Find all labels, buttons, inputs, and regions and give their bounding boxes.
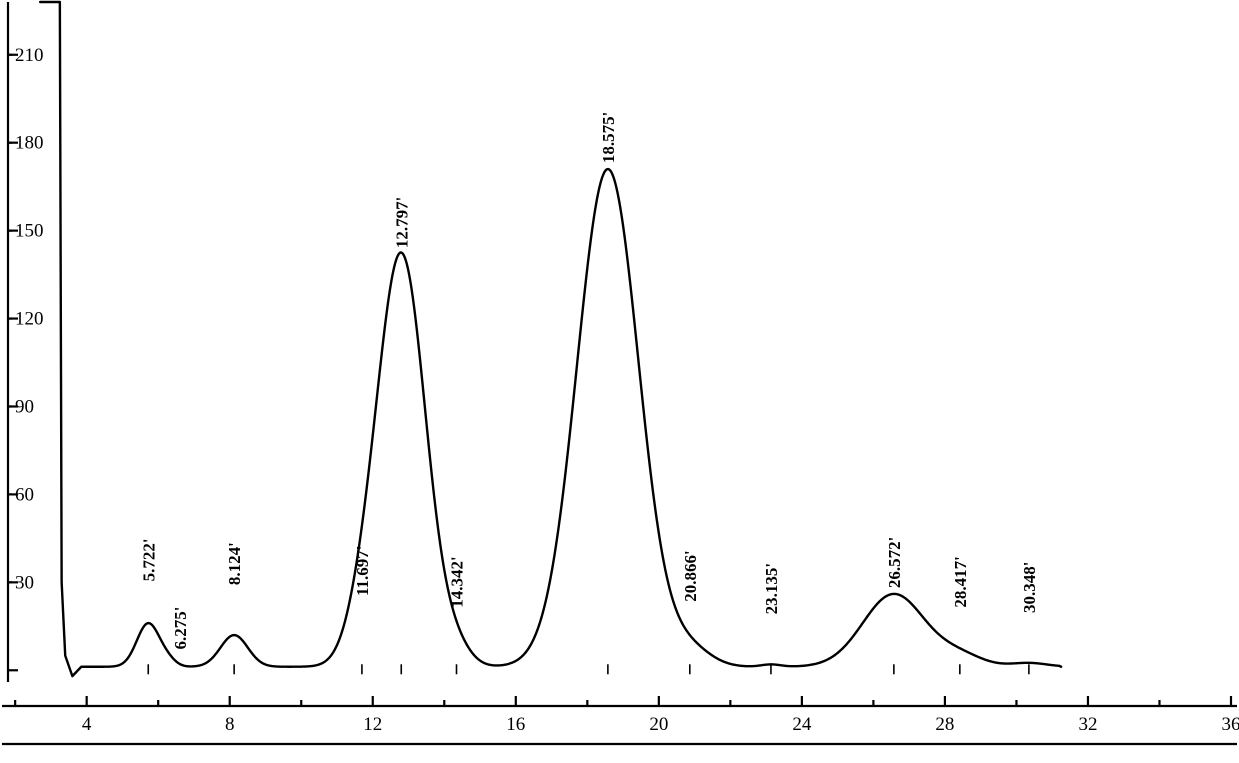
x-tick-label: 28 — [935, 714, 954, 735]
peak-label: 28.417' — [951, 556, 970, 607]
peak-label: 26.572' — [885, 537, 904, 588]
y-tick-label: 120 — [15, 309, 44, 330]
peak-label: 18.575' — [599, 112, 618, 163]
x-tick-label: 12 — [363, 714, 382, 735]
peak-label: 14.342' — [448, 556, 467, 607]
x-tick-label: 24 — [792, 714, 812, 735]
x-tick-label: 20 — [649, 714, 668, 735]
y-tick-label: 210 — [15, 45, 44, 66]
chart-svg: 30 60 90 120 150 180 210 4 8 12 16 20 24 28 32 36 5.722'… — [0, 0, 1239, 763]
peak-label: 12.797' — [392, 197, 411, 248]
x-tick-label: 36 — [1222, 714, 1239, 735]
peak-label: 5.722' — [139, 538, 158, 581]
chromatogram-chart: 30 60 90 120 150 180 210 4 8 12 16 20 24 28 32 36 5.722'… — [0, 0, 1239, 763]
y-tick-label: 180 — [15, 133, 44, 154]
peak-label: 11.697' — [353, 545, 372, 596]
peak-label: 23.135' — [762, 563, 781, 614]
y-tick-label: 30 — [15, 572, 34, 593]
peak-label: 20.866' — [681, 550, 700, 601]
y-tick-label: 90 — [15, 396, 34, 417]
x-tick-label: 16 — [506, 714, 525, 735]
y-tick-label: 150 — [15, 221, 44, 242]
x-tick-label: 32 — [1078, 714, 1097, 735]
y-tick-label: 60 — [15, 484, 34, 505]
peak-label: 6.275' — [171, 606, 190, 649]
peak-label: 8.124' — [225, 542, 244, 585]
peak-label: 30.348' — [1020, 561, 1039, 612]
x-tick-label: 4 — [82, 714, 92, 735]
x-tick-label: 8 — [225, 714, 235, 735]
chromatogram-trace — [40, 2, 1061, 676]
